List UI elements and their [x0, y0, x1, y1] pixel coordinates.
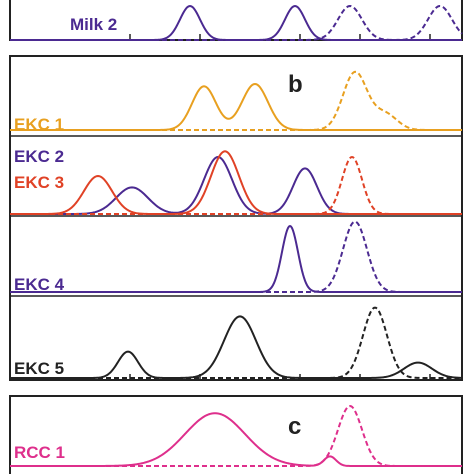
label-ekc-5: EKC 5: [14, 359, 64, 378]
series-ekc-5-dashed: [10, 306, 462, 379]
label-ekc-2: EKC 2: [14, 147, 64, 166]
series-traces: [10, 4, 463, 467]
series-ekc-4-dashed: [10, 220, 462, 293]
series-ekc-1-dashed: [10, 70, 462, 131]
series-rcc-1-dashed: [10, 404, 462, 467]
series-rcc-1-solid: [10, 412, 462, 467]
label-ekc-3: EKC 3: [14, 173, 64, 192]
panel-frame-c: [9, 395, 463, 474]
panel-frame-b: [9, 55, 463, 381]
panel-letter-b: b: [288, 71, 303, 98]
series-ekc-5-solid: [10, 315, 463, 379]
series-ekc-3-solid: [10, 150, 462, 215]
label-ekc-4: EKC 4: [14, 275, 65, 294]
label-ekc-1: EKC 1: [14, 115, 64, 134]
series-ekc-3-dashed: [10, 155, 462, 215]
series-milk-2-dashed: [10, 4, 463, 41]
panel-letter-c: c: [288, 413, 301, 440]
series-ekc-4-solid: [10, 224, 462, 293]
series-ekc-1-solid: [10, 82, 462, 131]
label-milk-2: Milk 2: [70, 15, 117, 34]
label-rcc-1: RCC 1: [14, 443, 65, 462]
